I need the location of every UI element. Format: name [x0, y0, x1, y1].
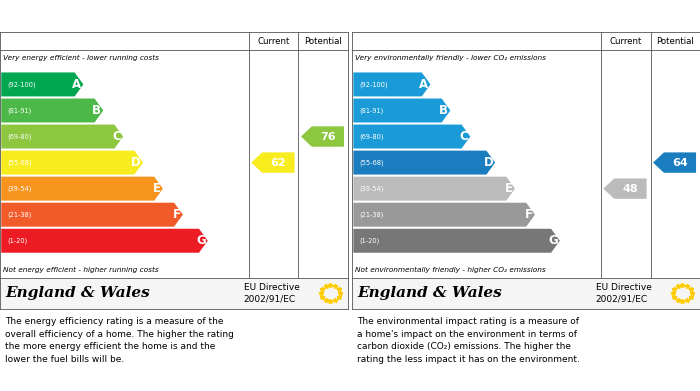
Polygon shape: [1, 72, 83, 97]
Text: F: F: [173, 208, 181, 221]
Text: G: G: [196, 234, 206, 247]
Text: D: D: [132, 156, 141, 169]
Polygon shape: [1, 229, 208, 253]
Text: The environmental impact rating is a measure of
a home's impact on the environme: The environmental impact rating is a mea…: [357, 317, 580, 364]
Text: (81-91): (81-91): [360, 107, 384, 114]
Text: Very energy efficient - lower running costs: Very energy efficient - lower running co…: [3, 55, 159, 61]
Text: Not environmentally friendly - higher CO₂ emissions: Not environmentally friendly - higher CO…: [355, 267, 546, 273]
Text: (92-100): (92-100): [360, 81, 389, 88]
Text: Environmental Impact (CO₂) Rating: Environmental Impact (CO₂) Rating: [357, 10, 620, 23]
Text: Potential: Potential: [657, 37, 694, 46]
Text: 48: 48: [622, 184, 638, 194]
Text: EU Directive
2002/91/EC: EU Directive 2002/91/EC: [244, 283, 300, 304]
Text: Not energy efficient - higher running costs: Not energy efficient - higher running co…: [3, 267, 159, 273]
Text: (55-68): (55-68): [8, 160, 32, 166]
Text: Energy Efficiency Rating: Energy Efficiency Rating: [5, 10, 188, 23]
Text: E: E: [153, 182, 161, 195]
Text: Very environmentally friendly - lower CO₂ emissions: Very environmentally friendly - lower CO…: [355, 55, 546, 61]
Text: F: F: [525, 208, 533, 221]
Text: Current: Current: [258, 37, 290, 46]
Polygon shape: [1, 151, 143, 174]
Text: C: C: [459, 130, 468, 143]
Polygon shape: [354, 177, 515, 201]
Polygon shape: [1, 99, 103, 122]
Polygon shape: [251, 152, 295, 173]
Polygon shape: [354, 99, 450, 122]
Text: A: A: [419, 78, 428, 91]
Text: The energy efficiency rating is a measure of the
overall efficiency of a home. T: The energy efficiency rating is a measur…: [5, 317, 234, 364]
Text: G: G: [548, 234, 558, 247]
Text: (21-38): (21-38): [360, 212, 384, 218]
Text: D: D: [484, 156, 493, 169]
Text: B: B: [440, 104, 449, 117]
Text: (21-38): (21-38): [8, 212, 32, 218]
Polygon shape: [301, 126, 344, 147]
Text: England & Wales: England & Wales: [357, 286, 502, 300]
Text: (69-80): (69-80): [360, 133, 384, 140]
Text: (1-20): (1-20): [360, 237, 380, 244]
Polygon shape: [603, 178, 647, 199]
Text: (1-20): (1-20): [8, 237, 28, 244]
Text: E: E: [505, 182, 513, 195]
Text: (92-100): (92-100): [8, 81, 36, 88]
Text: (81-91): (81-91): [8, 107, 32, 114]
Text: A: A: [72, 78, 81, 91]
Text: England & Wales: England & Wales: [5, 286, 150, 300]
Polygon shape: [1, 203, 183, 227]
Polygon shape: [354, 125, 470, 149]
Polygon shape: [653, 152, 696, 173]
Text: Potential: Potential: [304, 37, 342, 46]
Text: C: C: [113, 130, 121, 143]
Text: (39-54): (39-54): [8, 185, 32, 192]
Polygon shape: [1, 125, 123, 149]
Polygon shape: [354, 203, 535, 227]
Text: (69-80): (69-80): [8, 133, 32, 140]
Text: (39-54): (39-54): [360, 185, 384, 192]
Polygon shape: [354, 229, 560, 253]
Text: (55-68): (55-68): [360, 160, 384, 166]
Polygon shape: [354, 151, 495, 174]
Polygon shape: [1, 177, 163, 201]
Text: Current: Current: [610, 37, 642, 46]
Text: 62: 62: [270, 158, 286, 168]
Text: B: B: [92, 104, 102, 117]
Text: 64: 64: [672, 158, 688, 168]
Text: EU Directive
2002/91/EC: EU Directive 2002/91/EC: [596, 283, 652, 304]
Text: 76: 76: [320, 131, 336, 142]
Polygon shape: [354, 72, 430, 97]
